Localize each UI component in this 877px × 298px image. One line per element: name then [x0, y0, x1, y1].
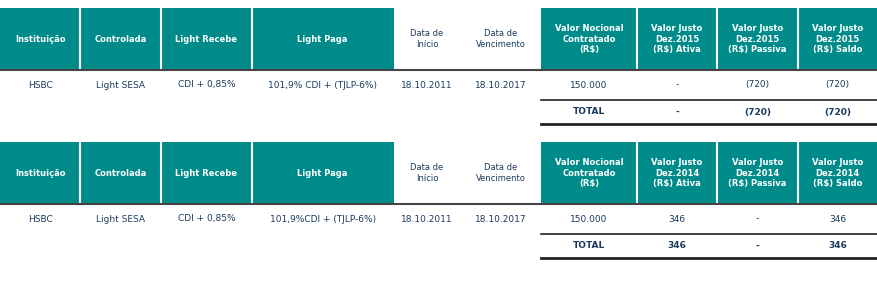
Text: (720): (720): [745, 80, 768, 89]
Bar: [717, 142, 796, 204]
Bar: [160, 142, 252, 204]
Bar: [796, 142, 877, 204]
Text: Valor Justo
Dez.2015
(R$) Saldo: Valor Justo Dez.2015 (R$) Saldo: [811, 24, 862, 54]
Text: Valor Justo
Dez.2014
(R$) Ativa: Valor Justo Dez.2014 (R$) Ativa: [651, 158, 702, 188]
Bar: [160, 8, 252, 70]
Bar: [796, 8, 877, 70]
Text: (720): (720): [824, 80, 849, 89]
Text: Light Paga: Light Paga: [297, 168, 347, 178]
Text: (720): (720): [824, 108, 851, 117]
Text: Data de
Início: Data de Início: [410, 163, 443, 183]
Text: -: -: [754, 241, 759, 251]
Bar: [460, 8, 540, 70]
Text: 150.000: 150.000: [569, 215, 607, 224]
Bar: [540, 142, 636, 204]
Text: Data de
Vencimento: Data de Vencimento: [475, 29, 525, 49]
Text: 346: 346: [667, 241, 686, 251]
Text: (720): (720): [743, 108, 770, 117]
Text: Valor Justo
Dez.2015
(R$) Passiva: Valor Justo Dez.2015 (R$) Passiva: [727, 24, 786, 54]
Text: Instituição: Instituição: [15, 35, 66, 44]
Text: Valor Justo
Dez.2015
(R$) Ativa: Valor Justo Dez.2015 (R$) Ativa: [651, 24, 702, 54]
Text: Valor Justo
Dez.2014
(R$) Saldo: Valor Justo Dez.2014 (R$) Saldo: [811, 158, 862, 188]
Bar: [81, 142, 160, 204]
Bar: [252, 8, 393, 70]
Bar: [393, 142, 460, 204]
Text: Light SESA: Light SESA: [96, 215, 145, 224]
Text: Light Recebe: Light Recebe: [175, 168, 237, 178]
Bar: [252, 142, 393, 204]
Bar: [81, 8, 160, 70]
Bar: [393, 8, 460, 70]
Text: TOTAL: TOTAL: [572, 108, 604, 117]
Text: HSBC: HSBC: [28, 215, 53, 224]
Text: 150.000: 150.000: [569, 80, 607, 89]
Text: TOTAL: TOTAL: [572, 241, 604, 251]
Text: 346: 346: [828, 215, 845, 224]
Bar: [636, 8, 717, 70]
Text: Valor Nocional
Contratado
(R$): Valor Nocional Contratado (R$): [554, 158, 623, 188]
Text: 18.10.2017: 18.10.2017: [474, 215, 526, 224]
Text: Controlada: Controlada: [95, 168, 146, 178]
Text: 346: 346: [827, 241, 846, 251]
Text: -: -: [674, 80, 678, 89]
Text: CDI + 0,85%: CDI + 0,85%: [177, 80, 235, 89]
Bar: [0, 8, 81, 70]
Text: Instituição: Instituição: [15, 168, 66, 178]
Text: 18.10.2011: 18.10.2011: [401, 80, 453, 89]
Bar: [717, 8, 796, 70]
Text: Light Paga: Light Paga: [297, 35, 347, 44]
Text: 18.10.2011: 18.10.2011: [401, 215, 453, 224]
Text: Data de
Início: Data de Início: [410, 29, 443, 49]
Text: Light SESA: Light SESA: [96, 80, 145, 89]
Bar: [460, 142, 540, 204]
Text: Valor Nocional
Contratado
(R$): Valor Nocional Contratado (R$): [554, 24, 623, 54]
Text: -: -: [674, 108, 678, 117]
Text: -: -: [755, 215, 758, 224]
Bar: [636, 142, 717, 204]
Text: CDI + 0,85%: CDI + 0,85%: [177, 215, 235, 224]
Text: Light Recebe: Light Recebe: [175, 35, 237, 44]
Bar: [0, 142, 81, 204]
Text: 101,9%CDI + (TJLP-6%): 101,9%CDI + (TJLP-6%): [269, 215, 375, 224]
Text: 101,9% CDI + (TJLP-6%): 101,9% CDI + (TJLP-6%): [267, 80, 377, 89]
Text: HSBC: HSBC: [28, 80, 53, 89]
Text: Data de
Vencimento: Data de Vencimento: [475, 163, 525, 183]
Text: Controlada: Controlada: [95, 35, 146, 44]
Text: 18.10.2017: 18.10.2017: [474, 80, 526, 89]
Text: 346: 346: [667, 215, 685, 224]
Bar: [540, 8, 636, 70]
Text: Valor Justo
Dez.2014
(R$) Passiva: Valor Justo Dez.2014 (R$) Passiva: [727, 158, 786, 188]
